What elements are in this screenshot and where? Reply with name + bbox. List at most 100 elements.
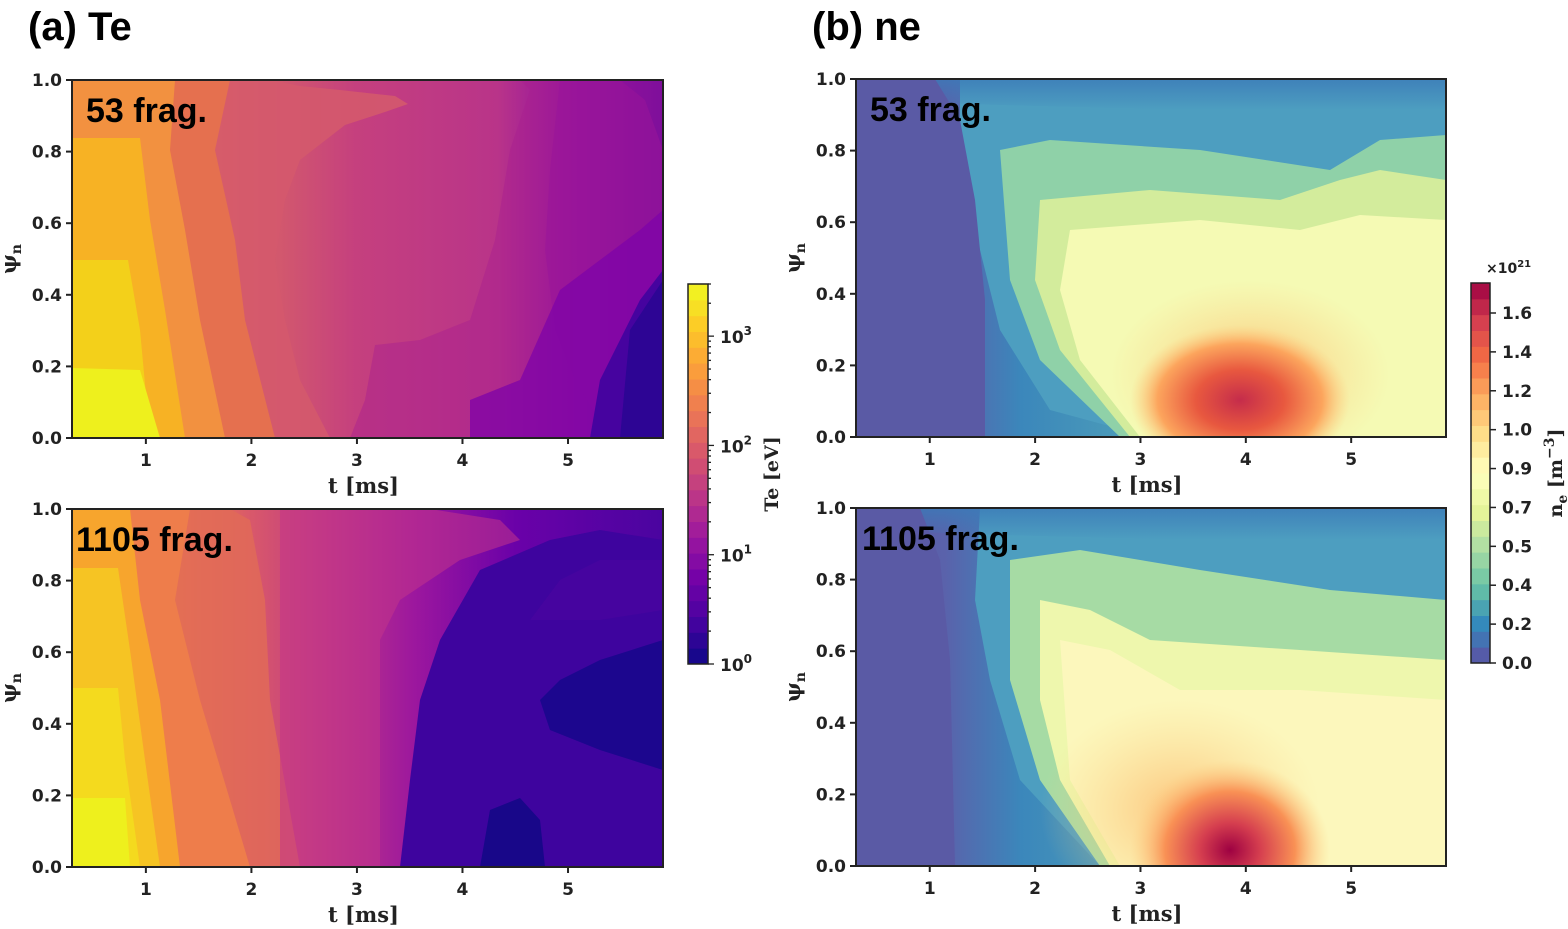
te-1105-xtick-label: 2 [245, 880, 257, 900]
ne-colorbar-band [1471, 473, 1490, 490]
te-colorbar-band [688, 489, 708, 507]
ne-colorbar-band [1471, 504, 1490, 521]
ne-colorbar-bands [1471, 283, 1490, 664]
ne-1105-ytick-label: 0.6 [816, 642, 846, 662]
te-colorbar-band [688, 584, 708, 602]
te-colorbar-band [688, 284, 708, 301]
te-53-ytick-label: 0.6 [32, 214, 62, 234]
panel-b-title: (b) ne [812, 5, 921, 49]
ne-colorbar-band [1471, 330, 1490, 347]
ne-1105-plot-frame [855, 507, 1447, 867]
ne-colorbar: 0.0 0.2 0.4 0.5 0.7 0.9 1.0 1.2 1.4 1.6 ×1021 ne … [1470, 259, 1568, 674]
ne-53-xtick-label: 2 [1029, 450, 1041, 470]
te-1105-xtick-label: 4 [457, 880, 469, 900]
ne-53-xtick-label: 4 [1240, 450, 1252, 470]
te-53-xtick-label: 2 [245, 451, 257, 471]
ne-1105-axes: 1 2 3 4 5 0.0 0.2 0.4 0.6 0.8 1.0 t [ms] ψn [780, 499, 1357, 926]
te-colorbar-band [688, 505, 708, 522]
te-colorbar-band [688, 600, 708, 617]
ne-colorbar-tick-label: 0.0 [1502, 654, 1532, 674]
te-1105-ytick-label: 0.4 [32, 715, 62, 735]
te-colorbar-band [688, 442, 708, 459]
te-colorbar-band [688, 379, 708, 396]
ne-colorbar-band [1471, 362, 1490, 379]
te-1105-ytick-label: 0.6 [32, 643, 62, 663]
te-53-heatmap [72, 80, 663, 438]
ne-1105-ytick-label: 0.8 [816, 571, 846, 591]
te-1105-xtick-label: 1 [140, 880, 152, 900]
ne-colorbar-tick-label: 1.0 [1502, 421, 1532, 441]
te-53-ytick-label: 1.0 [32, 71, 62, 91]
te-colorbar-band [688, 648, 708, 665]
te-tick-exp: 1 [744, 543, 752, 557]
te-1105-ytick-label: 0.2 [32, 786, 62, 806]
te-1105-label: 1105 frag. [76, 521, 233, 559]
te-colorbar-band [688, 363, 708, 380]
ne-colorbar-band [1471, 409, 1490, 426]
ne-colorbar-band [1471, 599, 1490, 616]
ne-53-ytick-label: 0.0 [816, 428, 846, 448]
ne-colorbar-band [1471, 488, 1490, 506]
ne-53-ytick-label: 0.8 [816, 142, 846, 162]
ne-53-xtick-label: 5 [1345, 450, 1357, 470]
ne-colorbar-band [1471, 298, 1490, 316]
ne-53-ytick-label: 0.2 [816, 356, 846, 376]
te-1105-ylabel: ψn [0, 673, 25, 703]
te-tick-exp: 0 [744, 652, 752, 666]
ne-colorbar-tick-label: 0.7 [1502, 498, 1532, 518]
ne-colorbar-tick-label: 1.4 [1502, 343, 1532, 363]
te-1105-ylabel-sym: ψ [0, 683, 21, 703]
ne-colorbar-tick-label: 0.4 [1502, 576, 1532, 596]
ne-53-xtick-label: 1 [924, 450, 936, 470]
ne-53-xlabel: t [ms] [1112, 472, 1183, 497]
te-colorbar-tick-label: 101 [720, 543, 752, 567]
te-colorbar-band [688, 315, 708, 332]
te-tick-base: 10 [720, 656, 744, 676]
te-colorbar-band [688, 331, 708, 348]
te-1105-heatmap [72, 509, 663, 867]
ne-colorbar-frame [1470, 282, 1491, 664]
ne-colorbar-tick-label: 0.5 [1502, 537, 1532, 557]
te-colorbar-band [688, 426, 708, 443]
ne-1105-xtick-label: 4 [1240, 879, 1252, 899]
ne-1105-ylabel: ψn [780, 672, 809, 702]
ne-colorbar-band [1471, 520, 1490, 537]
te-1105-ytick-label: 1.0 [32, 500, 62, 520]
te-tick-base: 10 [720, 437, 744, 457]
te-tick-base: 10 [720, 547, 744, 567]
ne-1105-xtick-label: 2 [1029, 879, 1041, 899]
te-colorbar-label: Te [eV] [761, 436, 783, 511]
ne-53-ytick-label: 0.6 [816, 213, 846, 233]
ne-53-xtick-label: 3 [1135, 450, 1147, 470]
te-53-ytick-label: 0.8 [32, 143, 62, 163]
ne-1105-ytick-label: 0.0 [816, 857, 846, 877]
te-colorbar-band [688, 410, 708, 427]
te-colorbar-tick-label: 100 [720, 652, 752, 676]
te-colorbar-band [688, 569, 708, 586]
panel-a-title: (a) Te [28, 5, 132, 49]
te-colorbar-band [688, 553, 708, 570]
te-1105-ylabel-sub: n [9, 673, 25, 683]
te-53-ylabel: ψn [0, 244, 25, 274]
te-53-xtick-label: 5 [562, 451, 574, 471]
ne-colorbar-band [1471, 583, 1490, 601]
ne-colorbar-band [1471, 615, 1490, 632]
ne-label-main: n [1545, 503, 1567, 517]
ne-colorbar-band [1471, 647, 1490, 664]
te-1105-axes: 1 2 3 4 5 0.0 0.2 0.4 0.6 0.8 1.0 t [ms] ψn [0, 500, 574, 927]
ne-mult-exp: 21 [1517, 259, 1531, 270]
ne-mult-base: ×10 [1486, 261, 1517, 277]
te-53-ytick-label: 0.0 [32, 429, 62, 449]
te-53-xtick-label: 4 [457, 451, 469, 471]
te-53-ylabel-sym: ψ [0, 254, 21, 274]
te-53-axes: 1 2 3 4 5 0.0 0.2 0.4 0.6 0.8 1.0 t [ms] ψn [0, 71, 574, 498]
te-1105-plot-frame [71, 508, 664, 868]
ne-1105-ytick-label: 0.2 [816, 785, 846, 805]
ne-1105-heatmap [856, 508, 1446, 866]
ne-label-exp: −3 [1542, 438, 1558, 459]
ne-1105-xtick-label: 3 [1135, 879, 1147, 899]
te-colorbar-frame [687, 283, 709, 665]
